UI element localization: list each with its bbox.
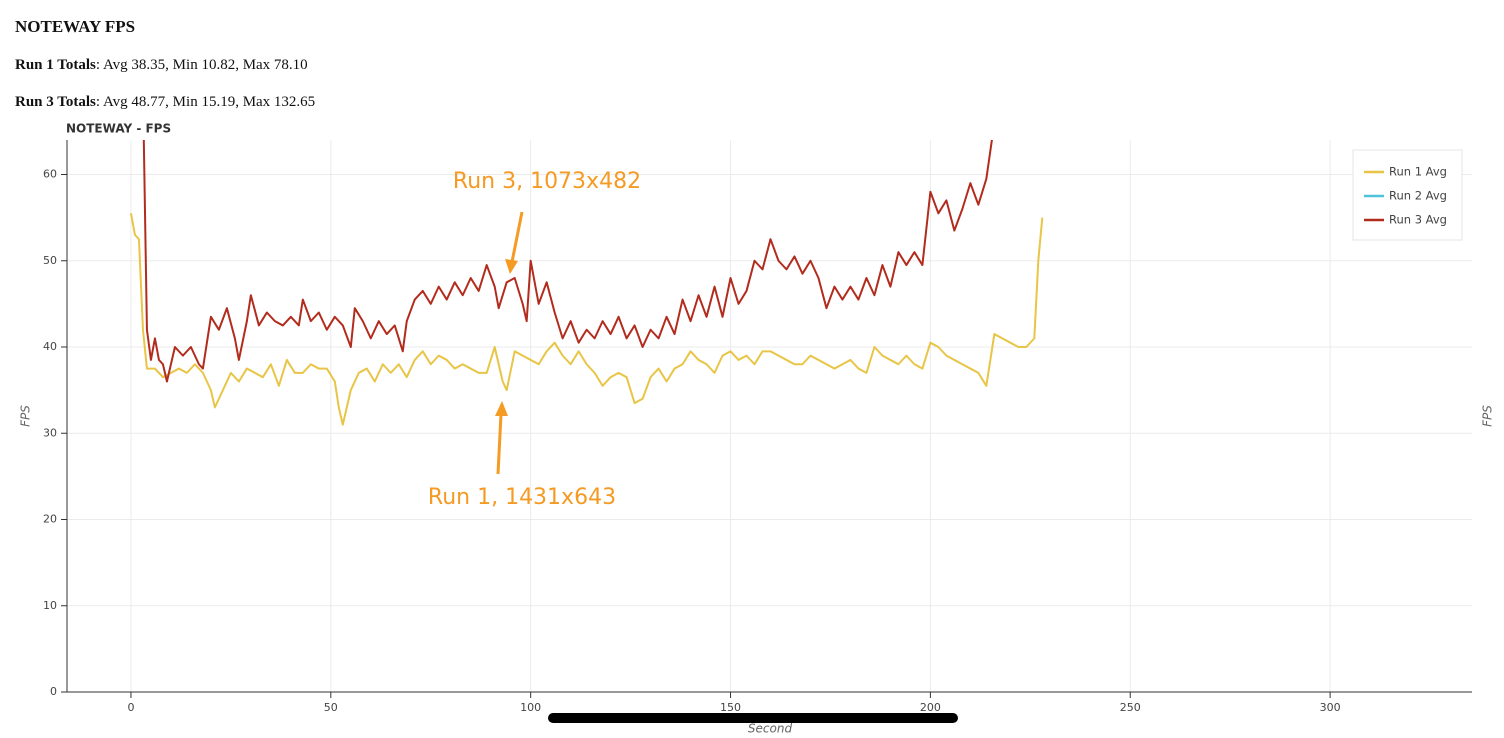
x-axis-label: Second <box>748 722 793 736</box>
run1-totals: Run 1 Totals: Avg 38.35, Min 10.82, Max … <box>15 57 308 74</box>
label: Run 3 Totals <box>15 94 96 110</box>
y-tick-label: 40 <box>43 340 57 353</box>
x-tick-label: 200 <box>920 701 941 714</box>
stats: : Avg 38.35, Min 10.82, Max 78.10 <box>95 57 308 73</box>
arrow-head <box>505 259 518 274</box>
chart-title: NOTEWAY - FPS <box>66 122 171 136</box>
label: Run 1 Totals <box>15 57 96 73</box>
legend-label: Run 2 Avg <box>1389 189 1447 203</box>
series-line <box>142 140 993 383</box>
annotation: Run 1, 1431x643 <box>428 485 616 510</box>
x-tick-label: 100 <box>520 701 541 714</box>
stats: : Avg 48.77, Min 15.19, Max 132.65 <box>95 94 316 110</box>
y-axis-label-right: FPS <box>1481 405 1495 427</box>
series-line <box>129 213 1044 426</box>
scrubber-bar <box>548 713 958 723</box>
legend-label: Run 3 Avg <box>1389 213 1447 227</box>
annotation-arrow <box>496 413 503 475</box>
x-tick-label: 50 <box>324 701 338 714</box>
legend: Run 1 Avg Run 2 Avg Run 3 Avg <box>1364 165 1447 227</box>
x-tick-label: 300 <box>1320 701 1341 714</box>
annotation-arrow <box>510 211 524 263</box>
x-tick-label: 0 <box>127 701 134 714</box>
arrow-head <box>495 401 508 416</box>
y-tick-label: 20 <box>43 513 57 526</box>
plot-area <box>129 140 1044 426</box>
annotation: Run 3, 1073x482 <box>453 169 641 194</box>
grid: 0 10 20 30 40 50 60 0 50 100 150 200 250 300 <box>43 140 1472 714</box>
x-tick-label: 250 <box>1120 701 1141 714</box>
y-tick-label: 0 <box>50 685 57 698</box>
y-tick-label: 10 <box>43 599 57 612</box>
y-tick-label: 30 <box>43 426 57 439</box>
y-tick-label: 60 <box>43 168 57 181</box>
x-tick-label: 150 <box>720 701 741 714</box>
y-tick-label: 50 <box>43 254 57 267</box>
y-axis-label: FPS <box>19 405 33 427</box>
run3-totals: Run 3 Totals: Avg 48.77, Min 15.19, Max … <box>15 94 315 111</box>
page-title: NOTEWAY FPS <box>15 17 136 36</box>
legend-label: Run 1 Avg <box>1389 165 1447 179</box>
